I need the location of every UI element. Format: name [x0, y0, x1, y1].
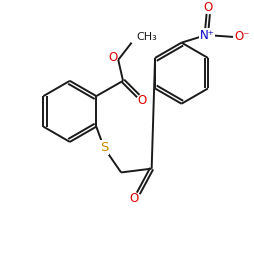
Text: O⁻: O⁻: [233, 30, 248, 43]
Text: N⁺: N⁺: [199, 28, 214, 41]
Text: O: O: [128, 192, 138, 205]
Text: O: O: [203, 1, 212, 14]
Text: CH₃: CH₃: [136, 32, 156, 42]
Text: S: S: [99, 141, 108, 154]
Text: O: O: [137, 94, 146, 107]
Text: O: O: [107, 51, 117, 65]
